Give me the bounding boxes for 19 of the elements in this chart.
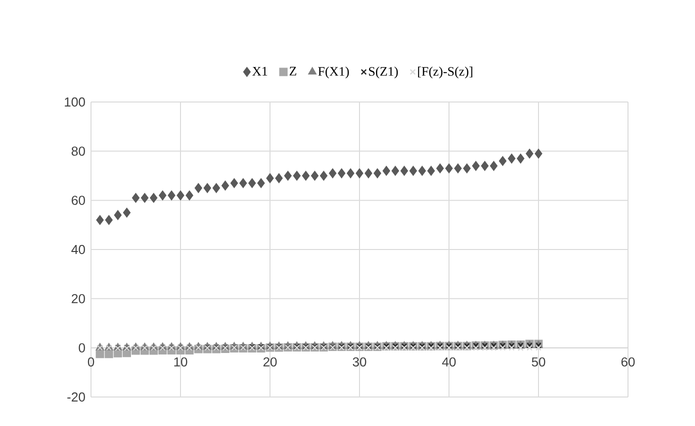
legend-label: Z bbox=[290, 66, 296, 76]
y-tick-label: 0 bbox=[78, 343, 85, 352]
y-tick-label: -20 bbox=[67, 392, 85, 402]
legend-label: S(Z1) bbox=[369, 66, 398, 78]
x-tick-label: 10 bbox=[174, 357, 188, 366]
x-tick-label: 60 bbox=[621, 357, 635, 366]
x-tick-label: 20 bbox=[263, 357, 277, 366]
y-tick-label: 60 bbox=[72, 196, 85, 205]
legend-label: X1 bbox=[252, 66, 268, 76]
x-tick-label: 50 bbox=[532, 357, 546, 366]
legend-label: F(X1) bbox=[318, 66, 349, 78]
x-tick-label: 30 bbox=[352, 357, 366, 366]
y-tick-label: 100 bbox=[64, 97, 85, 107]
x-tick-label: 0 bbox=[88, 357, 94, 366]
legend-label: [F(z)-S(z)] bbox=[418, 66, 472, 78]
y-tick-label: 40 bbox=[71, 244, 85, 254]
y-tick-label: 20 bbox=[72, 294, 85, 304]
x-tick-label: 40 bbox=[442, 357, 456, 366]
y-tick-label: 80 bbox=[72, 146, 85, 156]
